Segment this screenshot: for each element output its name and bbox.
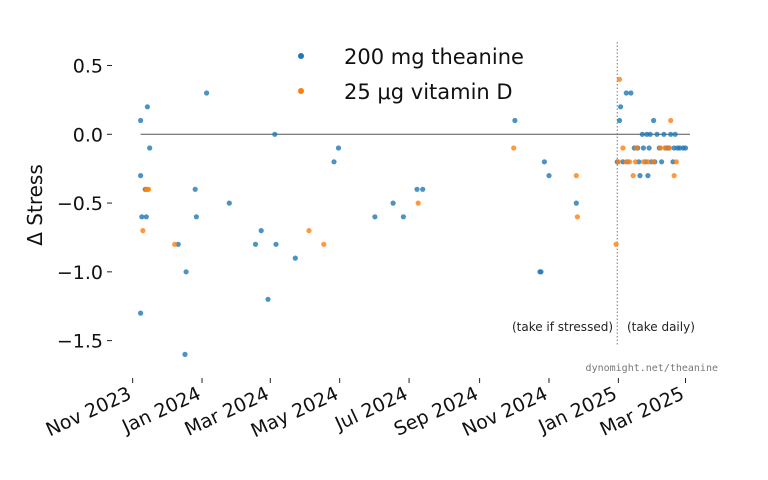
point-vitaminD xyxy=(640,159,647,165)
y-tick-label: −1.0 xyxy=(57,262,103,284)
point-theanine xyxy=(390,200,396,206)
point-theanine xyxy=(204,90,210,96)
point-theanine xyxy=(143,214,149,220)
point-vitaminD xyxy=(645,159,651,165)
point-theanine xyxy=(645,173,651,179)
point-theanine xyxy=(573,200,579,206)
point-theanine xyxy=(292,255,298,261)
point-vitaminD xyxy=(671,173,677,179)
point-vitaminD xyxy=(306,228,312,234)
point-theanine xyxy=(618,104,624,110)
point-vitaminD xyxy=(613,241,619,247)
point-vitaminD xyxy=(321,241,327,247)
point-theanine xyxy=(192,186,198,192)
point-theanine xyxy=(651,117,657,124)
annotation-take-daily: (take daily) xyxy=(627,320,695,334)
point-theanine xyxy=(331,159,337,165)
point-vitaminD xyxy=(574,214,581,220)
point-vitaminD xyxy=(668,117,674,124)
point-theanine xyxy=(273,241,279,247)
legend-label-vitamin-d: 25 μg vitamin D xyxy=(344,80,513,104)
point-theanine xyxy=(265,296,271,302)
point-theanine xyxy=(147,145,153,151)
point-vitaminD xyxy=(172,241,178,247)
point-theanine xyxy=(335,145,342,151)
point-theanine xyxy=(628,90,634,96)
point-theanine xyxy=(541,159,548,165)
point-theanine xyxy=(538,269,544,275)
point-vitaminD xyxy=(667,145,673,151)
point-vitaminD xyxy=(632,159,639,165)
point-theanine xyxy=(138,310,144,316)
point-theanine xyxy=(647,131,653,137)
point-theanine xyxy=(258,228,264,234)
point-theanine xyxy=(639,131,645,137)
point-vitaminD xyxy=(657,145,664,151)
point-vitaminD xyxy=(662,145,668,151)
point-vitaminD xyxy=(415,200,421,206)
point-theanine xyxy=(414,186,420,192)
legend-marker-vitamin-d xyxy=(298,88,304,94)
point-vitaminD xyxy=(140,228,146,234)
y-axis-title: Δ Stress xyxy=(23,164,47,246)
point-vitaminD xyxy=(573,173,579,179)
point-theanine xyxy=(252,241,259,247)
point-theanine xyxy=(682,145,689,151)
point-vitaminD xyxy=(651,159,657,165)
point-theanine xyxy=(640,145,647,151)
x-tick-label: Nov 2023 xyxy=(43,383,135,442)
y-tick-label: 0.5 xyxy=(73,56,103,78)
point-vitaminD xyxy=(146,186,152,192)
legend: 200 mg theanine 25 μg vitamin D xyxy=(298,45,524,104)
point-theanine xyxy=(182,351,188,357)
point-theanine xyxy=(183,269,189,275)
point-theanine xyxy=(512,117,518,124)
point-theanine xyxy=(668,131,674,137)
point-vitaminD xyxy=(673,159,680,165)
point-theanine xyxy=(646,145,652,151)
point-vitaminD xyxy=(511,145,517,151)
point-vitaminD xyxy=(616,76,623,82)
legend-label-theanine: 200 mg theanine xyxy=(344,45,524,69)
point-theanine xyxy=(616,117,623,124)
point-theanine xyxy=(138,173,144,179)
point-theanine xyxy=(139,214,145,220)
point-theanine xyxy=(144,104,150,110)
point-vitaminD xyxy=(634,145,640,151)
point-theanine xyxy=(226,200,232,206)
point-vitaminD xyxy=(630,173,636,179)
point-theanine xyxy=(659,159,665,165)
data-points xyxy=(138,76,689,357)
point-theanine xyxy=(654,131,660,137)
annotation-take-if-stressed: (take if stressed) xyxy=(512,320,613,334)
point-theanine xyxy=(272,131,278,137)
y-tick-label: −1.5 xyxy=(57,331,103,353)
point-theanine xyxy=(193,214,199,220)
y-tick-label: −0.5 xyxy=(57,193,103,215)
point-vitaminD xyxy=(620,145,626,151)
point-theanine xyxy=(661,131,667,137)
point-vitaminD xyxy=(627,159,633,165)
point-theanine xyxy=(400,214,406,220)
point-theanine xyxy=(138,117,144,124)
legend-marker-theanine xyxy=(298,53,304,59)
y-tick-label: 0.0 xyxy=(73,124,103,146)
watermark: dynomight.net/theanine xyxy=(586,363,718,374)
point-theanine xyxy=(546,173,552,179)
point-theanine xyxy=(623,90,629,96)
point-theanine xyxy=(420,186,426,192)
point-theanine xyxy=(372,214,378,220)
point-theanine xyxy=(637,173,643,179)
point-theanine xyxy=(672,131,678,137)
point-vitaminD xyxy=(615,159,622,165)
